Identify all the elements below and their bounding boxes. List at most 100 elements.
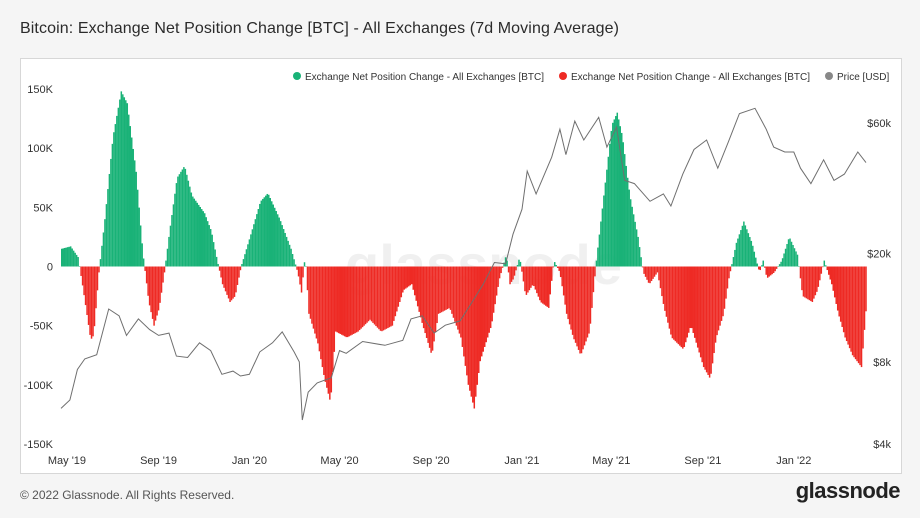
outflow-bar [658, 266, 660, 281]
outflow-bar [321, 266, 324, 368]
inflow-bar [600, 221, 602, 267]
inflow-bar [638, 247, 641, 267]
outflow-bar [460, 266, 462, 338]
outflow-bar [391, 266, 394, 326]
outflow-bar [413, 266, 416, 296]
inflow-bar [597, 247, 599, 267]
legend-marker [293, 72, 301, 80]
inflow-bar [798, 266, 800, 267]
outflow-bar [403, 266, 406, 290]
outflow-bar [670, 266, 672, 335]
outflow-bar [145, 266, 148, 284]
outflow-bar [674, 266, 677, 342]
x-tick-label: May '21 [592, 455, 630, 467]
outflow-bar [847, 266, 849, 345]
y-left-tick-label: -100K [24, 380, 54, 392]
outflow-bar [509, 266, 511, 285]
outflow-bar [524, 266, 526, 292]
inflow-bar [619, 126, 621, 267]
inflow-bar [196, 202, 199, 267]
outflow-bar [90, 266, 93, 339]
outflow-bar [704, 266, 706, 370]
inflow-bar [637, 236, 639, 267]
y-left-tick-label: 0 [47, 262, 53, 274]
outflow-bar [805, 266, 808, 299]
outflow-bar [382, 266, 385, 331]
outflow-bar [808, 266, 811, 301]
outflow-bar [711, 266, 714, 364]
outflow-bar [826, 266, 829, 271]
outflow-bar [400, 266, 403, 298]
chart-title: Bitcoin: Exchange Net Position Change [B… [20, 20, 620, 37]
outflow-bar [396, 266, 398, 312]
outflow-bar [766, 266, 769, 278]
outflow-bar [153, 266, 155, 326]
inflow-bar [254, 219, 257, 267]
inflow-bar [737, 238, 739, 267]
outflow-bar [223, 266, 225, 288]
outflow-bar [81, 266, 84, 286]
outflow-bar [445, 266, 447, 310]
outflow-bar [501, 266, 504, 268]
outflow-bar [390, 266, 392, 327]
outflow-bar [95, 266, 97, 309]
outflow-bar [236, 266, 239, 285]
outflow-bar [683, 266, 686, 347]
outflow-bar [564, 266, 566, 305]
outflow-bar [233, 266, 236, 297]
inflow-bar [260, 200, 263, 267]
outflow-bar [693, 266, 696, 338]
outflow-bar [296, 266, 298, 270]
outflow-bar [677, 266, 680, 345]
inflow-bar [595, 260, 598, 267]
outflow-bar [227, 266, 230, 299]
copyright-footer: © 2022 Glassnode. All Rights Reserved. [20, 488, 235, 502]
outflow-bar [379, 266, 382, 331]
inflow-bar [192, 196, 194, 267]
outflow-bar [461, 266, 464, 347]
outflow-bar [708, 266, 711, 378]
inflow-bar [177, 176, 179, 267]
outflow-bar [151, 266, 154, 319]
inflow-bar [755, 257, 757, 267]
outflow-bar [710, 266, 712, 374]
outflow-bar [443, 266, 446, 311]
outflow-bar [552, 266, 554, 268]
outflow-bar [454, 266, 456, 322]
outflow-bar [449, 266, 452, 310]
outflow-bar [723, 266, 726, 309]
outflow-bar [726, 266, 729, 289]
outflow-bar [157, 266, 160, 311]
outflow-bar [579, 266, 581, 354]
outflow-bar [476, 266, 479, 385]
inflow-bar [789, 238, 791, 267]
outflow-bar [427, 266, 429, 343]
outflow-bar [515, 266, 517, 271]
outflow-bar [369, 266, 371, 320]
outflow-bar [408, 266, 410, 287]
outflow-bar [375, 266, 377, 327]
outflow-bar [315, 266, 318, 339]
outflow-bar [357, 266, 359, 332]
legend-label: Exchange Net Position Change - All Excha… [571, 72, 810, 83]
inflow-bar [203, 213, 206, 267]
y-left-tick-label: -50K [30, 321, 54, 333]
outflow-bar [759, 266, 761, 271]
outflow-bar [649, 266, 651, 284]
y-right-tick-label: $4k [873, 439, 891, 451]
outflow-bar [148, 266, 151, 306]
outflow-bar [725, 266, 727, 299]
outflow-bar [335, 266, 337, 332]
inflow-bar [178, 174, 181, 267]
outflow-bar [695, 266, 697, 343]
outflow-bar [534, 266, 537, 290]
outflow-bar [84, 266, 87, 306]
outflow-bar [352, 266, 355, 334]
outflow-bar [729, 266, 732, 272]
inflow-bar [139, 225, 142, 267]
outflow-bar [339, 266, 341, 334]
inflow-bar [762, 260, 764, 267]
outflow-bar [771, 266, 773, 275]
inflow-bar [609, 143, 611, 267]
outflow-bar [692, 266, 694, 333]
